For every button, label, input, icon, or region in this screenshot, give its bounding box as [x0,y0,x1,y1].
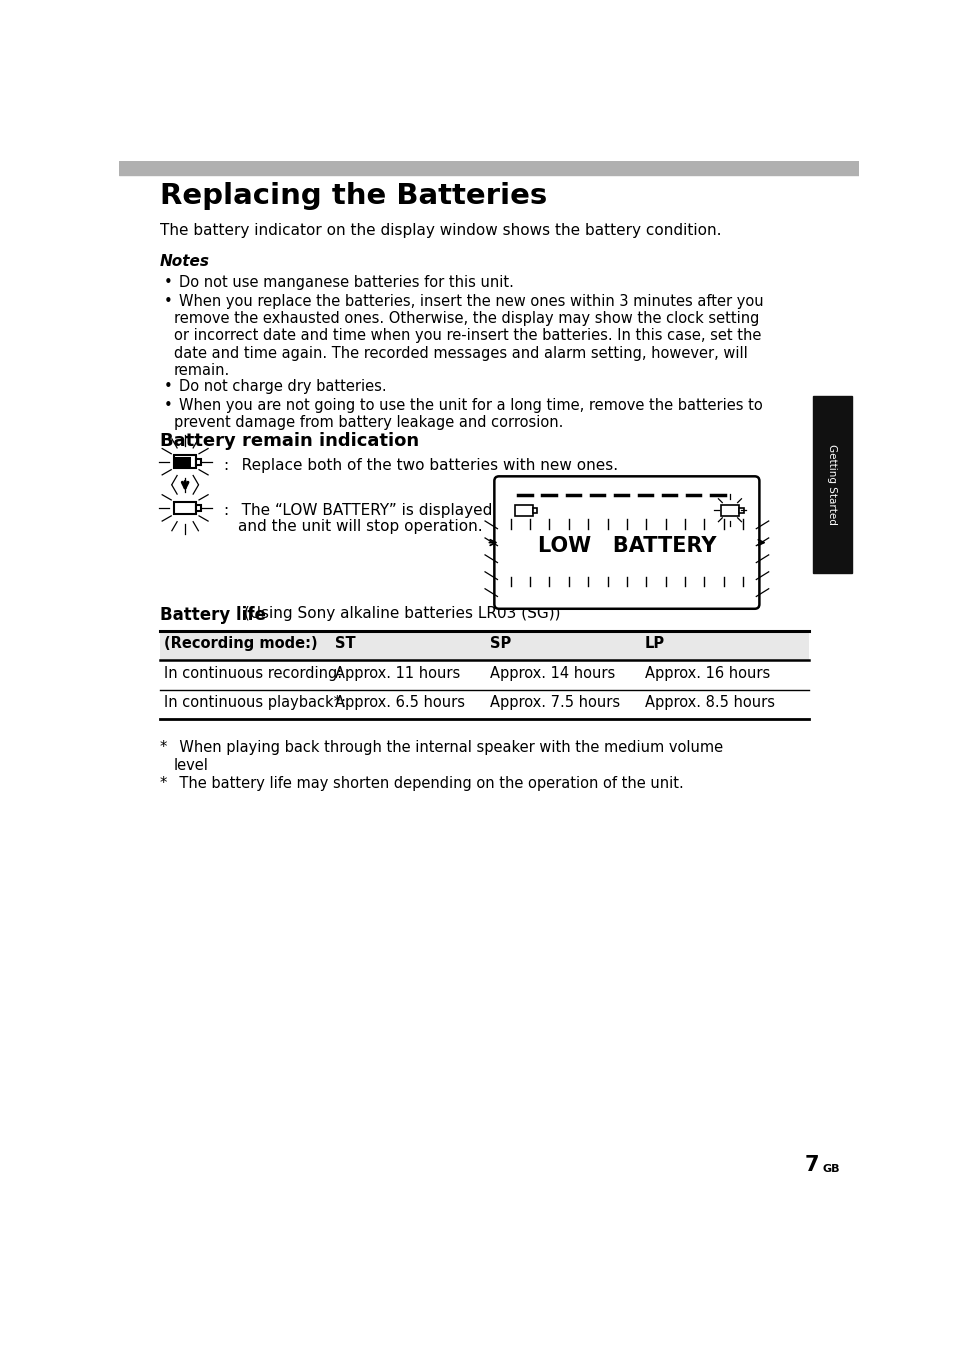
FancyBboxPatch shape [494,476,759,609]
Text: Approx. 11 hours: Approx. 11 hours [335,666,459,681]
Text: (Using Sony alkaline batteries LR03 (SG)): (Using Sony alkaline batteries LR03 (SG)… [238,605,559,620]
Text: Replacing the Batteries: Replacing the Batteries [159,182,546,210]
Text: :  Replace both of the two batteries with new ones.: : Replace both of the two batteries with… [224,457,618,473]
Text: *  The battery life may shorten depending on the operation of the unit.: * The battery life may shorten depending… [159,776,682,791]
Text: Do not use manganese batteries for this unit.: Do not use manganese batteries for this … [179,276,514,291]
Text: :  The “LOW BATTERY” is displayed: : The “LOW BATTERY” is displayed [224,503,492,518]
Text: In continuous playback*:: In continuous playback*: [164,695,346,710]
Bar [739,507,742,512]
Text: remain.: remain. [173,363,230,378]
Text: ST: ST [335,636,355,651]
Bar [119,161,858,175]
Bar [533,507,537,512]
Text: The battery indicator on the display window shows the battery condition.: The battery indicator on the display win… [159,223,720,238]
Bar [514,504,533,515]
Text: date and time again. The recorded messages and alarm setting, however, will: date and time again. The recorded messag… [173,346,746,360]
Text: Getting Started: Getting Started [826,444,837,526]
Bar [173,456,196,468]
Text: *  When playing back through the internal speaker with the medium volume: * When playing back through the internal… [159,741,722,756]
Text: or incorrect date and time when you re-insert the batteries. In this case, set t: or incorrect date and time when you re-i… [173,328,760,343]
Text: In continuous recording:: In continuous recording: [164,666,342,681]
Text: 7: 7 [804,1155,819,1176]
Text: Approx. 7.5 hours: Approx. 7.5 hours [489,695,619,710]
Text: Do not charge dry batteries.: Do not charge dry batteries. [179,379,386,394]
Text: •: • [163,276,172,291]
Bar [196,459,201,465]
Text: (Recording mode:): (Recording mode:) [164,636,317,651]
Text: •: • [163,398,172,413]
Bar [196,504,201,511]
Text: Approx. 6.5 hours: Approx. 6.5 hours [335,695,464,710]
Text: When you replace the batteries, insert the new ones within 3 minutes after you: When you replace the batteries, insert t… [179,293,762,309]
Text: Battery remain indication: Battery remain indication [159,433,418,451]
Text: Approx. 8.5 hours: Approx. 8.5 hours [644,695,774,710]
Text: remove the exhausted ones. Otherwise, the display may show the clock setting: remove the exhausted ones. Otherwise, th… [173,311,758,327]
Text: level: level [173,759,208,773]
Bar [812,397,851,573]
Text: and the unit will stop operation.: and the unit will stop operation. [237,519,482,534]
Text: Approx. 14 hours: Approx. 14 hours [489,666,615,681]
Text: Notes: Notes [159,254,210,269]
Bar [175,457,191,467]
Text: When you are not going to use the unit for a long time, remove the batteries to: When you are not going to use the unit f… [179,398,761,413]
Bar [159,631,808,660]
Text: LP: LP [644,636,664,651]
Bar [173,502,196,514]
Bar [720,504,739,515]
Text: Battery life: Battery life [159,605,265,624]
Text: SP: SP [489,636,511,651]
Text: •: • [163,293,172,309]
Text: •: • [163,379,172,394]
Text: GB: GB [821,1163,839,1174]
Text: LOW   BATTERY: LOW BATTERY [537,537,716,557]
Text: Approx. 16 hours: Approx. 16 hours [644,666,769,681]
Text: prevent damage from battery leakage and corrosion.: prevent damage from battery leakage and … [173,416,562,430]
